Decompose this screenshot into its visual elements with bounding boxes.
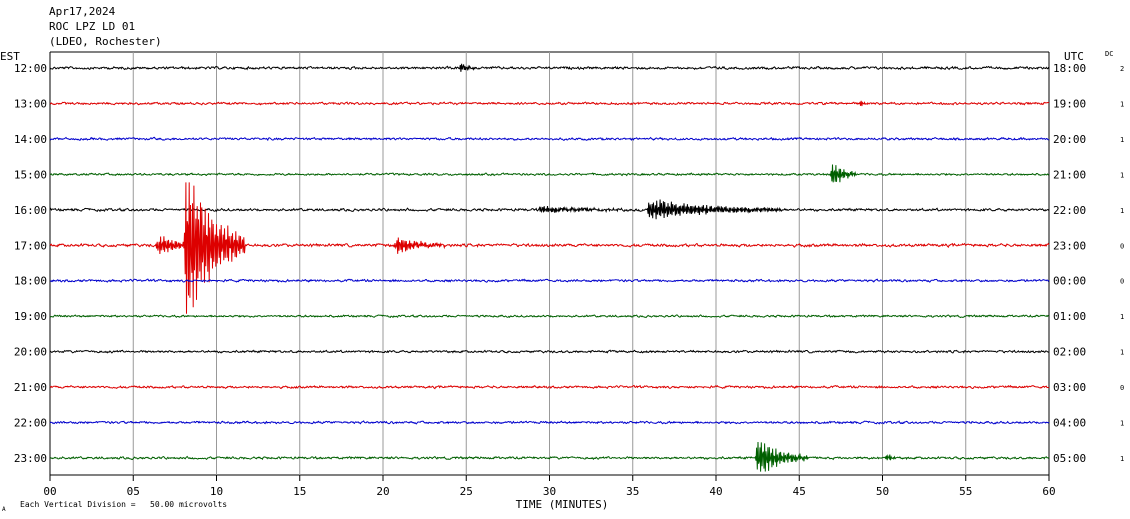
trace-row	[49, 136, 1050, 142]
est-hour-label: 20:00	[14, 346, 47, 359]
utc-hour-label: 04:00	[1053, 417, 1086, 430]
utc-hour-label: 21:00	[1053, 168, 1086, 181]
utc-hour-label: 01:00	[1053, 310, 1086, 323]
x-tick-labels: 00 05 10 15 20 25 30 35 40 45 50 55 60	[43, 475, 1056, 498]
dc-value: 0	[1120, 242, 1124, 250]
trace-row	[49, 349, 1050, 354]
utc-hour-label: 19:00	[1053, 97, 1086, 110]
est-hour-label: 21:00	[14, 381, 47, 394]
utc-hour-label: 20:00	[1053, 133, 1086, 146]
utc-hour-label: 22:00	[1053, 204, 1086, 217]
est-hour-label: 17:00	[14, 239, 47, 252]
x-tick-label: 30	[543, 485, 556, 498]
x-tick-label: 15	[293, 485, 306, 498]
dc-value: 0	[1120, 278, 1124, 286]
est-hour-label: 14:00	[14, 133, 47, 146]
trace-row	[49, 384, 1050, 390]
x-tick-label: 20	[376, 485, 389, 498]
trace-row	[49, 100, 1050, 107]
est-hour-label: 16:00	[14, 204, 47, 217]
dc-value: 1	[1120, 100, 1124, 108]
dc-value: 1	[1120, 136, 1124, 144]
dc-label: DC	[1105, 50, 1113, 58]
trace-row	[50, 164, 1050, 183]
est-hour-label: 22:00	[14, 417, 47, 430]
grid-layer	[132, 52, 967, 475]
x-axis-title: TIME (MINUTES)	[516, 498, 609, 511]
trace-row	[49, 420, 1050, 425]
x-tick-label: 60	[1042, 485, 1055, 498]
trace-row	[49, 314, 1050, 319]
x-tick-label: 00	[43, 485, 56, 498]
utc-hour-label: 18:00	[1053, 62, 1086, 75]
trace-row	[49, 199, 1050, 220]
dc-value: 1	[1120, 171, 1124, 179]
trace-row	[49, 441, 1050, 472]
est-hour-label: 18:00	[14, 275, 47, 288]
dc-value: 1	[1120, 349, 1124, 357]
est-hour-label: 12:00	[14, 62, 47, 75]
trace-layer	[49, 63, 1050, 472]
network-label: (LDEO, Rochester)	[49, 35, 162, 48]
label-layer: 12:00 18:00 2 13:00 19:00 1 14:00 20:00 1 15:00 21…	[14, 62, 1124, 465]
station-label: ROC LPZ LD 01	[49, 20, 135, 33]
utc-hour-label: 05:00	[1053, 452, 1086, 465]
x-tick-label: 55	[959, 485, 972, 498]
scale-mark: A	[2, 506, 6, 513]
left-timezone-label: EST	[0, 50, 20, 63]
utc-hour-label: 23:00	[1053, 239, 1086, 252]
dc-value: 1	[1120, 207, 1124, 215]
trace-row	[49, 63, 1050, 72]
est-hour-label: 23:00	[14, 452, 47, 465]
dc-value: 0	[1120, 384, 1124, 392]
x-tick-label: 40	[709, 485, 722, 498]
utc-hour-label: 00:00	[1053, 275, 1086, 288]
x-tick-label: 10	[210, 485, 223, 498]
date-label: Apr17,2024	[49, 5, 116, 18]
utc-hour-label: 03:00	[1053, 381, 1086, 394]
right-timezone-label: UTC	[1064, 50, 1084, 63]
dc-value: 1	[1120, 313, 1124, 321]
scale-note: Each Vertical Division = 50.00 microvolt…	[20, 500, 227, 509]
dc-value: 1	[1120, 455, 1124, 463]
x-tick-label: 25	[460, 485, 473, 498]
est-hour-label: 15:00	[14, 168, 47, 181]
dc-value: 1	[1120, 420, 1124, 428]
x-tick-label: 45	[793, 485, 806, 498]
est-hour-label: 19:00	[14, 310, 47, 323]
x-tick-label: 35	[626, 485, 639, 498]
dc-value: 2	[1120, 65, 1124, 73]
est-hour-label: 13:00	[14, 97, 47, 110]
x-tick-label: 05	[127, 485, 140, 498]
trace-row	[49, 182, 1050, 314]
trace-row	[49, 278, 1050, 283]
utc-hour-label: 02:00	[1053, 346, 1086, 359]
x-tick-label: 50	[876, 485, 889, 498]
